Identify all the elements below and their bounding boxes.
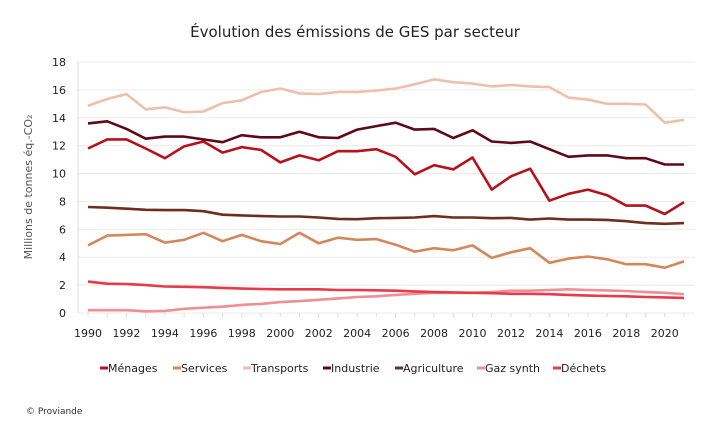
series-line-agriculture	[87, 205, 685, 226]
y-tick-label: 18	[52, 56, 66, 69]
legend-label: Industrie	[331, 362, 380, 375]
legend-item[interactable]: Ménages	[100, 362, 158, 375]
series-line-m-nages	[87, 138, 685, 216]
legend-label: Transports	[250, 362, 309, 375]
y-tick-label: 2	[59, 279, 66, 292]
x-tick-label: 2002	[305, 327, 333, 340]
series-line-gaz-synth	[88, 287, 685, 313]
legend-label: Services	[181, 362, 228, 375]
y-tick-label: 4	[59, 251, 66, 264]
x-tick-label: 2014	[535, 327, 563, 340]
x-tick-label: 2012	[497, 327, 525, 340]
chart-title: Évolution des émissions de GES par secte…	[190, 22, 521, 41]
x-tick-label: 2018	[612, 327, 640, 340]
y-tick-label: 0	[59, 307, 66, 320]
x-tick-label: 2006	[382, 327, 410, 340]
legend-label: Ménages	[108, 362, 158, 375]
x-tick-label: 1994	[151, 327, 179, 340]
legend-item[interactable]: Transports	[243, 362, 309, 375]
legend-item[interactable]: Services	[173, 362, 228, 375]
y-axis-label: Millions de tonnes éq.-CO₂	[22, 115, 35, 260]
x-tick-label: 2010	[459, 327, 487, 340]
x-tick-label: 1990	[74, 327, 102, 340]
legend-label: Déchets	[561, 362, 606, 375]
y-tick-label: 8	[59, 195, 66, 208]
legend-label: Agriculture	[403, 362, 464, 375]
y-tick-label: 10	[52, 168, 66, 181]
series-line-industrie	[87, 120, 684, 166]
x-tick-label: 2000	[266, 327, 294, 340]
x-tick-label: 1992	[112, 327, 140, 340]
legend-label: Gaz synth	[485, 362, 540, 375]
legend-item[interactable]: Agriculture	[395, 362, 464, 375]
legend-item[interactable]: Déchets	[553, 362, 606, 375]
x-tick-label: 2016	[574, 327, 602, 340]
legend-item[interactable]: Industrie	[323, 362, 380, 375]
y-tick-label: 12	[52, 140, 66, 153]
y-tick-label: 14	[52, 112, 66, 125]
legend-item[interactable]: Gaz synth	[477, 362, 540, 375]
x-tick-label: 2020	[651, 327, 679, 340]
y-tick-label: 6	[59, 223, 66, 236]
copyright: © Proviande	[26, 407, 83, 417]
y-tick-label: 16	[52, 84, 66, 97]
series-line-transports	[87, 78, 685, 124]
x-tick-label: 2008	[420, 327, 448, 340]
x-tick-label: 1996	[189, 327, 217, 340]
series-line-d-chets	[87, 280, 685, 300]
x-tick-label: 2004	[343, 327, 371, 340]
series-line-services	[87, 231, 685, 270]
x-tick-label: 1998	[228, 327, 256, 340]
